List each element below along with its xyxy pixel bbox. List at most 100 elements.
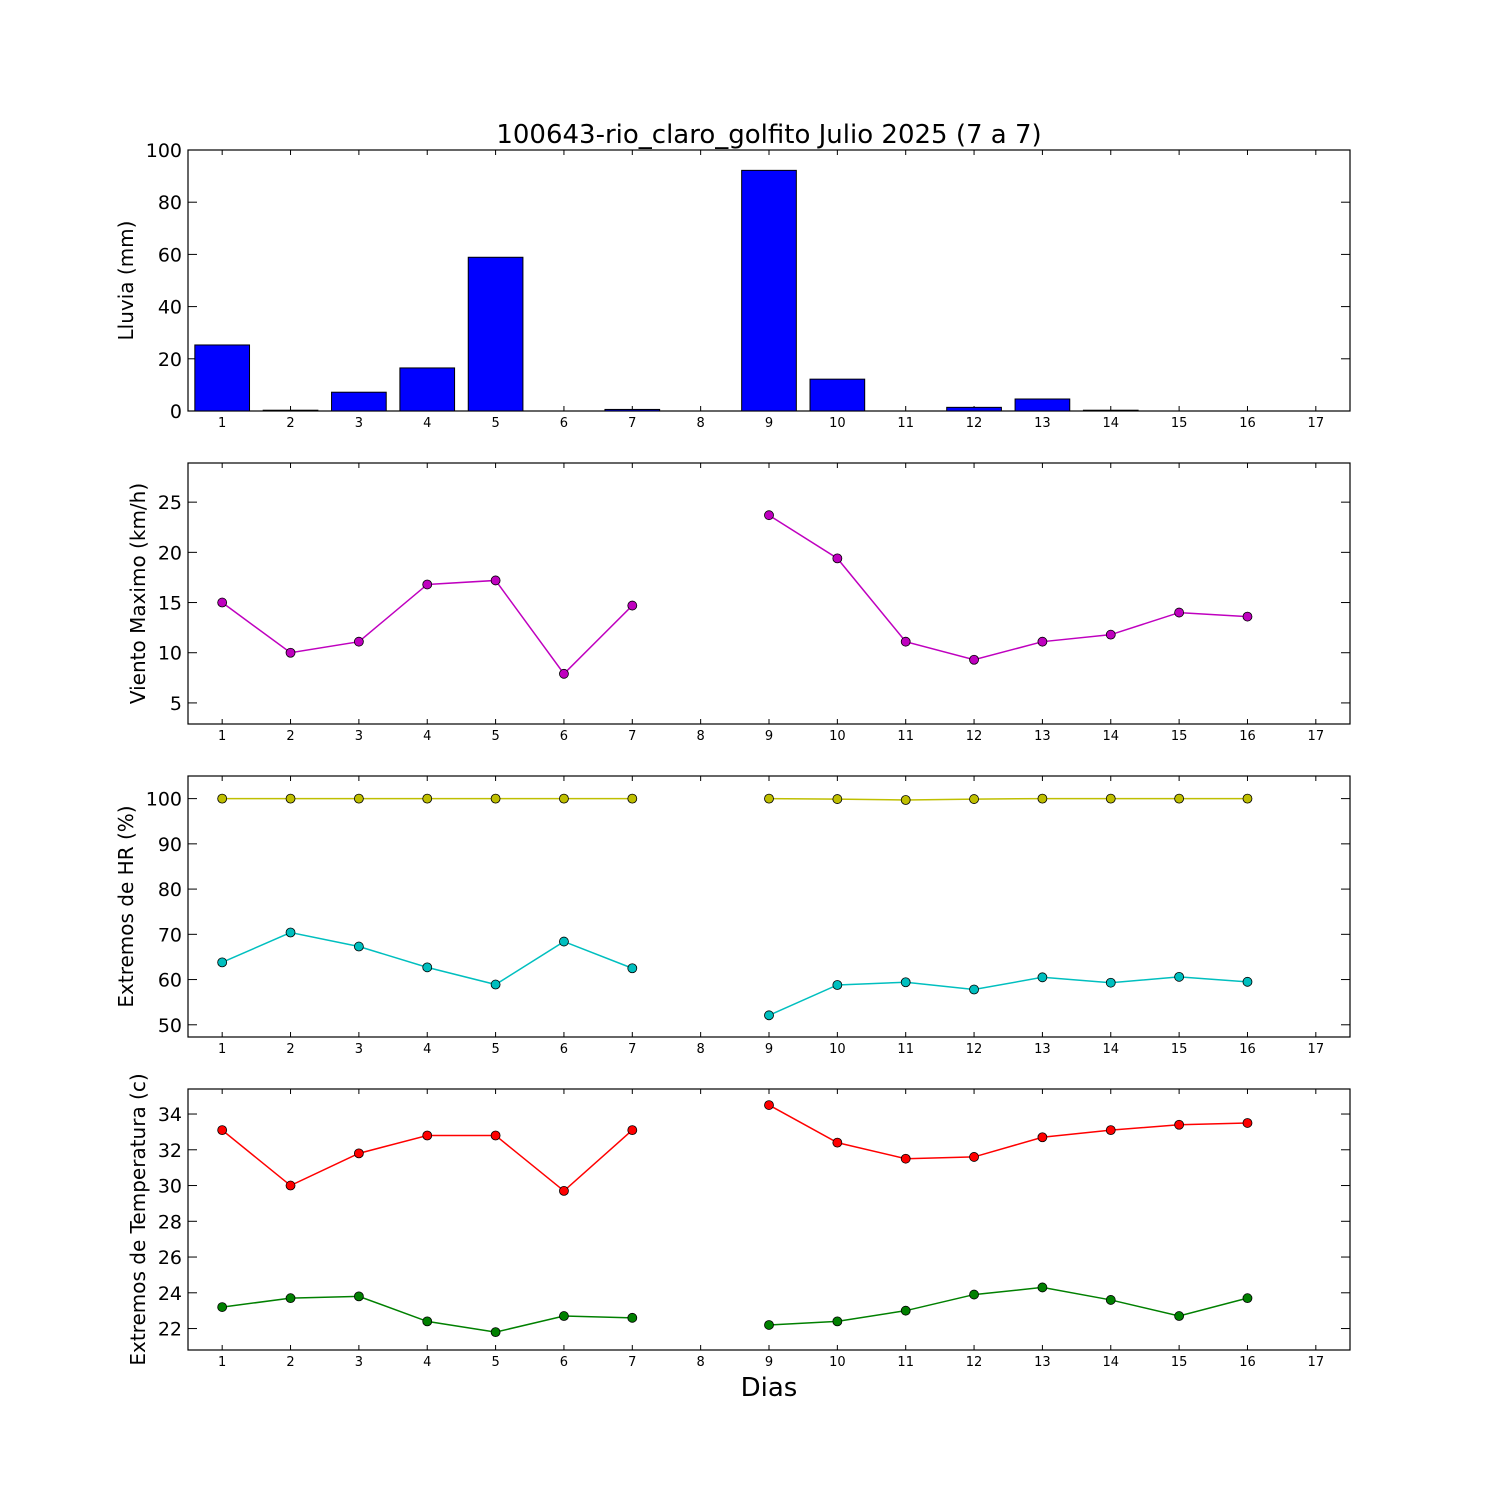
y-axis-label: Extremos de Temperatura (c) <box>126 1073 150 1365</box>
temp-max-point <box>1174 1119 1185 1130</box>
x-tick-label: 16 <box>1239 729 1256 744</box>
rain-bar <box>1014 398 1071 412</box>
y-tick-label: 10 <box>158 643 182 665</box>
x-tick-label: 11 <box>897 1042 914 1057</box>
y-tick-label: 30 <box>158 1176 182 1198</box>
hr-max-point <box>1174 793 1185 804</box>
x-tick-label: 13 <box>1034 1355 1051 1370</box>
x-tick-label: 3 <box>355 1042 363 1057</box>
wind-max-point <box>217 597 228 608</box>
temp-max-point <box>1037 1132 1048 1143</box>
x-axis-label: Dias <box>741 1373 798 1403</box>
hr-min-point <box>969 984 979 995</box>
wind-max-point <box>832 553 843 564</box>
hr-min-line <box>221 931 633 986</box>
y-tick-label: 22 <box>158 1319 182 1341</box>
y-axis-label: Viento Maximo (km/h) <box>126 483 150 704</box>
hr-max-point <box>1242 793 1253 804</box>
rain-bar <box>262 409 319 412</box>
x-tick-label: 16 <box>1239 416 1256 431</box>
temp-min-point <box>832 1316 843 1327</box>
hr-min-point <box>285 927 296 938</box>
temp-min-line <box>768 1286 1248 1326</box>
x-tick-label: 6 <box>560 729 568 744</box>
x-tick-label: 11 <box>897 729 914 744</box>
hr-min-point <box>900 977 911 988</box>
y-tick-label: 40 <box>158 297 182 319</box>
wind-max-line <box>221 579 633 675</box>
temp-min-point <box>285 1293 296 1304</box>
x-tick-label: 17 <box>1308 1355 1325 1370</box>
plot-frame <box>187 462 1351 725</box>
hr-max-point <box>559 793 569 804</box>
x-tick-label: 2 <box>286 1355 294 1370</box>
y-tick-label: 15 <box>158 593 182 615</box>
temp-max-point <box>900 1153 911 1164</box>
wind-max-point <box>353 636 364 647</box>
temp-min-point <box>900 1305 911 1316</box>
y-tick-label: 5 <box>170 693 182 715</box>
x-tick-label: 13 <box>1034 729 1051 744</box>
x-tick-label: 14 <box>1102 1042 1119 1057</box>
temp-min-point <box>353 1291 364 1302</box>
temp-min-point <box>627 1312 638 1323</box>
wind-max-point <box>1105 629 1116 640</box>
x-tick-label: 16 <box>1239 1042 1256 1057</box>
hr-max-point <box>490 793 501 804</box>
x-tick-label: 15 <box>1171 729 1188 744</box>
wind-max-point <box>285 647 296 658</box>
x-tick-label: 1 <box>218 416 226 431</box>
rain-bar <box>1082 409 1139 412</box>
x-tick-label: 1 <box>218 729 226 744</box>
hr-max-point <box>1105 793 1116 804</box>
x-tick-label: 8 <box>697 729 705 744</box>
x-tick-label: 2 <box>286 1042 294 1057</box>
temp-min-point <box>1037 1282 1048 1293</box>
x-tick-label: 2 <box>286 416 294 431</box>
y-tick-label: 20 <box>158 542 182 564</box>
hr-max-point <box>832 794 843 804</box>
x-tick-label: 3 <box>355 729 363 744</box>
temp-max-point <box>627 1125 638 1136</box>
hr-max-point <box>627 793 638 804</box>
hr-max-point <box>353 793 364 804</box>
x-tick-label: 15 <box>1171 1355 1188 1370</box>
x-tick-label: 14 <box>1102 729 1119 744</box>
rain-bar <box>946 406 1002 412</box>
wind-max-point <box>900 636 911 647</box>
x-tick-label: 14 <box>1102 416 1119 431</box>
x-tick-label: 4 <box>423 729 431 744</box>
hr-max-point <box>969 794 979 804</box>
temp-min-point <box>764 1320 774 1330</box>
x-tick-label: 9 <box>765 1355 773 1370</box>
temp-min-point <box>490 1327 501 1338</box>
hr-min-point <box>490 979 501 990</box>
wind-max-point <box>422 579 433 590</box>
panel-hr: 1 2 3 4 5 6 7 8 9 10 11 12 13 14 15 16 175060708090100Ex… <box>114 775 1351 1057</box>
hr-min-point <box>559 936 569 947</box>
wind-max-point <box>1037 636 1048 647</box>
hr-max-point <box>764 793 774 804</box>
x-tick-label: 3 <box>355 416 363 431</box>
hr-min-point <box>832 980 843 990</box>
y-axis-label: Extremos de HR (%) <box>114 805 138 1007</box>
x-tick-label: 12 <box>966 416 983 431</box>
x-tick-label: 5 <box>491 1042 499 1057</box>
y-tick-label: 60 <box>158 244 182 266</box>
x-tick-label: 4 <box>423 1042 431 1057</box>
hr-max-line <box>768 797 1248 801</box>
panel-rain: 1 2 3 4 5 6 7 8 9 10 11 12 13 14 15 16 17020406080100Llu… <box>114 140 1351 431</box>
x-tick-label: 11 <box>897 416 914 431</box>
panel-temp: 1 2 3 4 5 6 7 8 9 10 11 12 13 14 15 16 1722242628303234E… <box>126 1073 1351 1370</box>
rain-bar <box>331 391 387 412</box>
x-tick-label: 10 <box>829 1042 846 1057</box>
y-tick-label: 32 <box>158 1140 182 1162</box>
x-tick-label: 9 <box>765 1042 773 1057</box>
hr-min-point <box>1105 977 1116 988</box>
x-tick-label: 10 <box>829 1355 846 1370</box>
x-tick-label: 10 <box>829 729 846 744</box>
y-tick-label: 0 <box>170 401 182 423</box>
y-tick-label: 26 <box>158 1247 182 1269</box>
y-tick-label: 34 <box>158 1104 182 1126</box>
